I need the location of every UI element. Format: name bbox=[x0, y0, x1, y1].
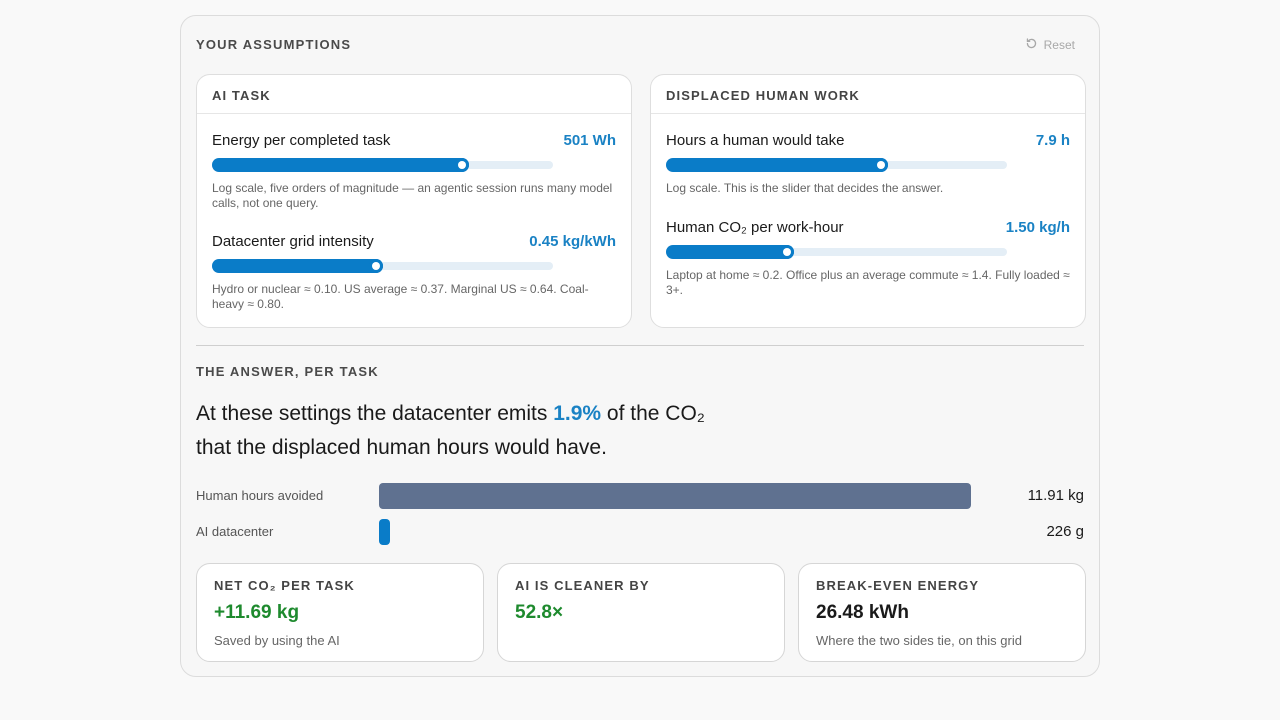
hours-slider-thumb[interactable] bbox=[873, 158, 888, 172]
assumptions-heading: YOUR ASSUMPTIONS bbox=[196, 37, 352, 52]
grid-slider-thumb[interactable] bbox=[368, 259, 383, 273]
co2-value: 1.50 kg/h bbox=[1005, 219, 1070, 236]
bar-ai bbox=[379, 519, 391, 545]
co2-slider-fill bbox=[666, 245, 794, 259]
bar-value-ai: 226 g bbox=[1046, 523, 1084, 540]
stat-title: NET CO₂ PER TASK bbox=[214, 578, 355, 593]
co2-hint: Laptop at home ≈ 0.2. Office plus an ave… bbox=[666, 268, 1070, 297]
answer-sentence: At these settings the datacenter emits 1… bbox=[196, 397, 716, 465]
energy-slider-group: Energy per completed task 501 Wh Log sca… bbox=[212, 132, 616, 211]
grid-slider[interactable] bbox=[212, 259, 553, 273]
hours-hint: Log scale. This is the slider that decid… bbox=[666, 181, 944, 195]
human-work-card: DISPLACED HUMAN WORK Hours a human would… bbox=[650, 74, 1086, 328]
grid-value: 0.45 kg/kWh bbox=[529, 233, 616, 250]
stat-subtitle: Where the two sides tie, on this grid bbox=[816, 633, 1022, 648]
grid-slider-group: Datacenter grid intensity 0.45 kg/kWh Hy… bbox=[212, 233, 616, 312]
stat-subtitle: Saved by using the AI bbox=[214, 633, 340, 648]
energy-slider[interactable] bbox=[212, 158, 553, 172]
co2-slider-thumb[interactable] bbox=[779, 245, 794, 259]
energy-label: Energy per completed task bbox=[212, 132, 391, 149]
stat-card-net-co2: NET CO₂ PER TASK +11.69 kg Saved by usin… bbox=[196, 563, 484, 662]
answer-text-before: At these settings the datacenter emits bbox=[196, 402, 554, 425]
grid-label: Datacenter grid intensity bbox=[212, 233, 374, 250]
assumptions-panel: YOUR ASSUMPTIONS Reset AI TASK Energy pe… bbox=[180, 15, 1100, 677]
reset-label: Reset bbox=[1043, 38, 1075, 52]
answer-text-after: of the CO₂ that the displaced human hour… bbox=[196, 402, 705, 459]
reset-button[interactable]: Reset bbox=[1025, 37, 1075, 53]
bar-value-human: 11.91 kg bbox=[1027, 487, 1084, 504]
energy-slider-thumb[interactable] bbox=[455, 158, 470, 172]
stat-title: BREAK-EVEN ENERGY bbox=[816, 578, 980, 593]
stat-title: AI IS CLEANER BY bbox=[515, 578, 650, 593]
stat-card-cleaner-by: AI IS CLEANER BY 52.8× bbox=[497, 563, 785, 662]
energy-slider-fill bbox=[212, 158, 470, 172]
bar-label-human: Human hours avoided bbox=[196, 488, 324, 503]
energy-value: 501 Wh bbox=[563, 132, 616, 149]
stat-value: 52.8× bbox=[515, 602, 564, 623]
energy-hint: Log scale, five orders of magnitude — an… bbox=[212, 181, 613, 210]
ai-task-card: AI TASK Energy per completed task 501 Wh… bbox=[196, 74, 632, 328]
co2-slider[interactable] bbox=[666, 245, 1007, 259]
stat-value: +11.69 kg bbox=[214, 602, 300, 623]
stat-value: 26.48 kWh bbox=[816, 602, 909, 623]
bar-area-human bbox=[379, 483, 979, 509]
human-work-heading: DISPLACED HUMAN WORK bbox=[651, 75, 1085, 114]
bar-label-ai: AI datacenter bbox=[196, 524, 274, 539]
bar-row-human: Human hours avoided 11.91 kg bbox=[196, 483, 1084, 509]
answer-percent: 1.9% bbox=[553, 402, 602, 425]
bar-row-ai: AI datacenter 226 g bbox=[196, 519, 1084, 545]
grid-slider-fill bbox=[212, 259, 383, 273]
hours-value: 7.9 h bbox=[1035, 132, 1070, 149]
section-divider bbox=[196, 345, 1084, 346]
answer-heading: THE ANSWER, PER TASK bbox=[196, 364, 379, 379]
hours-slider-group: Hours a human would take 7.9 h Log scale… bbox=[666, 132, 1070, 196]
reset-icon bbox=[1025, 37, 1038, 53]
co2-slider-group: Human CO₂ per work-hour 1.50 kg/h Laptop… bbox=[666, 219, 1070, 298]
ai-task-heading: AI TASK bbox=[197, 75, 631, 114]
hours-slider-fill bbox=[666, 158, 888, 172]
hours-slider[interactable] bbox=[666, 158, 1007, 172]
bar-human bbox=[379, 483, 971, 509]
co2-label: Human CO₂ per work-hour bbox=[666, 219, 844, 236]
hours-label: Hours a human would take bbox=[666, 132, 845, 149]
bar-area-ai bbox=[379, 519, 979, 545]
stat-card-break-even: BREAK-EVEN ENERGY 26.48 kWh Where the tw… bbox=[798, 563, 1086, 662]
grid-hint: Hydro or nuclear ≈ 0.10. US average ≈ 0.… bbox=[212, 282, 589, 311]
